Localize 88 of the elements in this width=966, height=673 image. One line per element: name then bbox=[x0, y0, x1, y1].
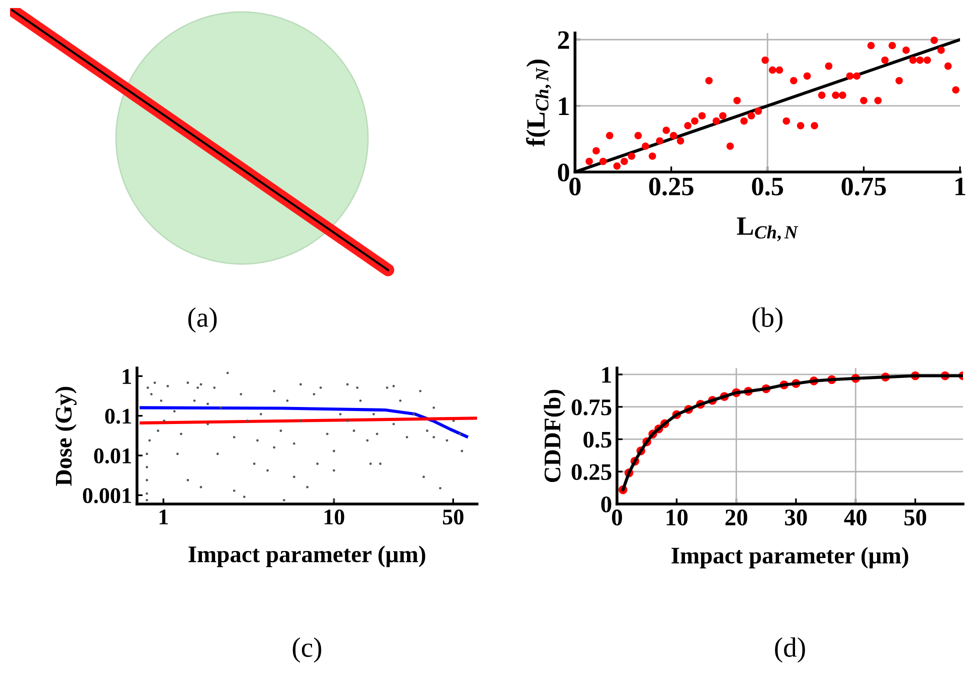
x-tick-label: 1 bbox=[956, 178, 966, 196]
point bbox=[592, 147, 600, 154]
point bbox=[810, 122, 818, 130]
point bbox=[634, 132, 642, 140]
point bbox=[705, 76, 713, 84]
y-tick-label: 0.75 bbox=[572, 399, 612, 416]
point bbox=[599, 158, 607, 166]
point bbox=[656, 137, 664, 145]
x-axis-title: Impact parameter (μm) bbox=[672, 546, 908, 568]
x-tick-label: 40 bbox=[844, 510, 867, 526]
point bbox=[613, 162, 621, 170]
point bbox=[662, 126, 670, 134]
point bbox=[937, 46, 945, 54]
x-tick-label: 0.5 bbox=[752, 178, 784, 196]
x-tick-label: 1 bbox=[160, 510, 168, 524]
point bbox=[930, 36, 938, 44]
y-tick-label: 0.1 bbox=[105, 408, 131, 424]
point bbox=[909, 56, 917, 64]
point bbox=[944, 62, 952, 70]
y-tick-label: 1 bbox=[559, 98, 569, 115]
point bbox=[776, 66, 784, 74]
point bbox=[825, 62, 832, 70]
y-tick-label: 0 bbox=[601, 496, 612, 512]
x-tick-label: 50 bbox=[442, 510, 464, 524]
text: (d) bbox=[775, 637, 805, 663]
point bbox=[762, 56, 769, 64]
y-tick-label: 0.5 bbox=[584, 432, 612, 448]
y-tick-label: 2 bbox=[558, 31, 570, 49]
point bbox=[691, 117, 698, 125]
point bbox=[684, 122, 692, 130]
x-tick-label: 10 bbox=[324, 510, 344, 524]
y-axis-title: f(L$_{Ch,N}$) bbox=[526, 60, 552, 147]
point bbox=[733, 96, 741, 104]
point bbox=[606, 132, 614, 140]
point bbox=[698, 112, 706, 120]
point bbox=[790, 76, 798, 84]
point bbox=[796, 122, 804, 130]
point bbox=[846, 72, 854, 80]
point bbox=[902, 46, 910, 54]
x-tick-label: 0.75 bbox=[842, 178, 886, 196]
x-tick-label: 30 bbox=[785, 510, 807, 526]
point bbox=[670, 132, 678, 140]
point bbox=[818, 92, 826, 99]
x-tick-label: 20 bbox=[725, 510, 748, 526]
y-tick-label: 0.001 bbox=[82, 488, 131, 504]
point bbox=[754, 107, 762, 115]
point bbox=[648, 152, 656, 160]
text: (a) bbox=[188, 307, 217, 333]
x-tick-label: 0.25 bbox=[649, 178, 694, 196]
x-axis-title: Impact parameter (μm) bbox=[188, 546, 426, 568]
point bbox=[888, 42, 896, 50]
point bbox=[748, 112, 756, 120]
x-tick-label: 0 bbox=[612, 510, 622, 526]
point bbox=[860, 96, 868, 104]
point bbox=[740, 117, 748, 125]
point bbox=[895, 76, 903, 84]
y-axis-title: Dose (Gy) bbox=[55, 386, 77, 486]
y-axis-title: CDDF(b) bbox=[544, 390, 566, 482]
text: (c) bbox=[292, 637, 322, 663]
y-tick-label: 1 bbox=[602, 367, 611, 383]
x-tick-label: 50 bbox=[904, 510, 926, 526]
y-tick-label: 0.25 bbox=[572, 464, 612, 480]
x-axis-title: L$_{Ch,N}$ bbox=[736, 217, 798, 242]
point bbox=[642, 142, 650, 150]
point bbox=[916, 56, 924, 64]
point bbox=[853, 72, 860, 80]
point bbox=[620, 158, 628, 166]
point bbox=[712, 117, 720, 125]
point bbox=[768, 66, 776, 74]
point bbox=[867, 42, 875, 50]
point bbox=[832, 92, 840, 99]
point bbox=[586, 158, 593, 166]
y-tick-label: 0 bbox=[558, 164, 570, 182]
point bbox=[782, 117, 790, 125]
point bbox=[719, 112, 727, 120]
point bbox=[874, 96, 882, 104]
point bbox=[952, 86, 960, 94]
point bbox=[838, 92, 846, 99]
point bbox=[676, 137, 684, 145]
point bbox=[881, 56, 889, 64]
x-tick-label: 10 bbox=[666, 510, 688, 526]
point bbox=[803, 72, 811, 80]
text: (b) bbox=[752, 307, 782, 333]
y-tick-label: 1 bbox=[122, 369, 131, 384]
point bbox=[924, 56, 931, 64]
point bbox=[628, 152, 636, 160]
point bbox=[726, 142, 734, 150]
y-tick-label: 0.01 bbox=[94, 448, 131, 464]
